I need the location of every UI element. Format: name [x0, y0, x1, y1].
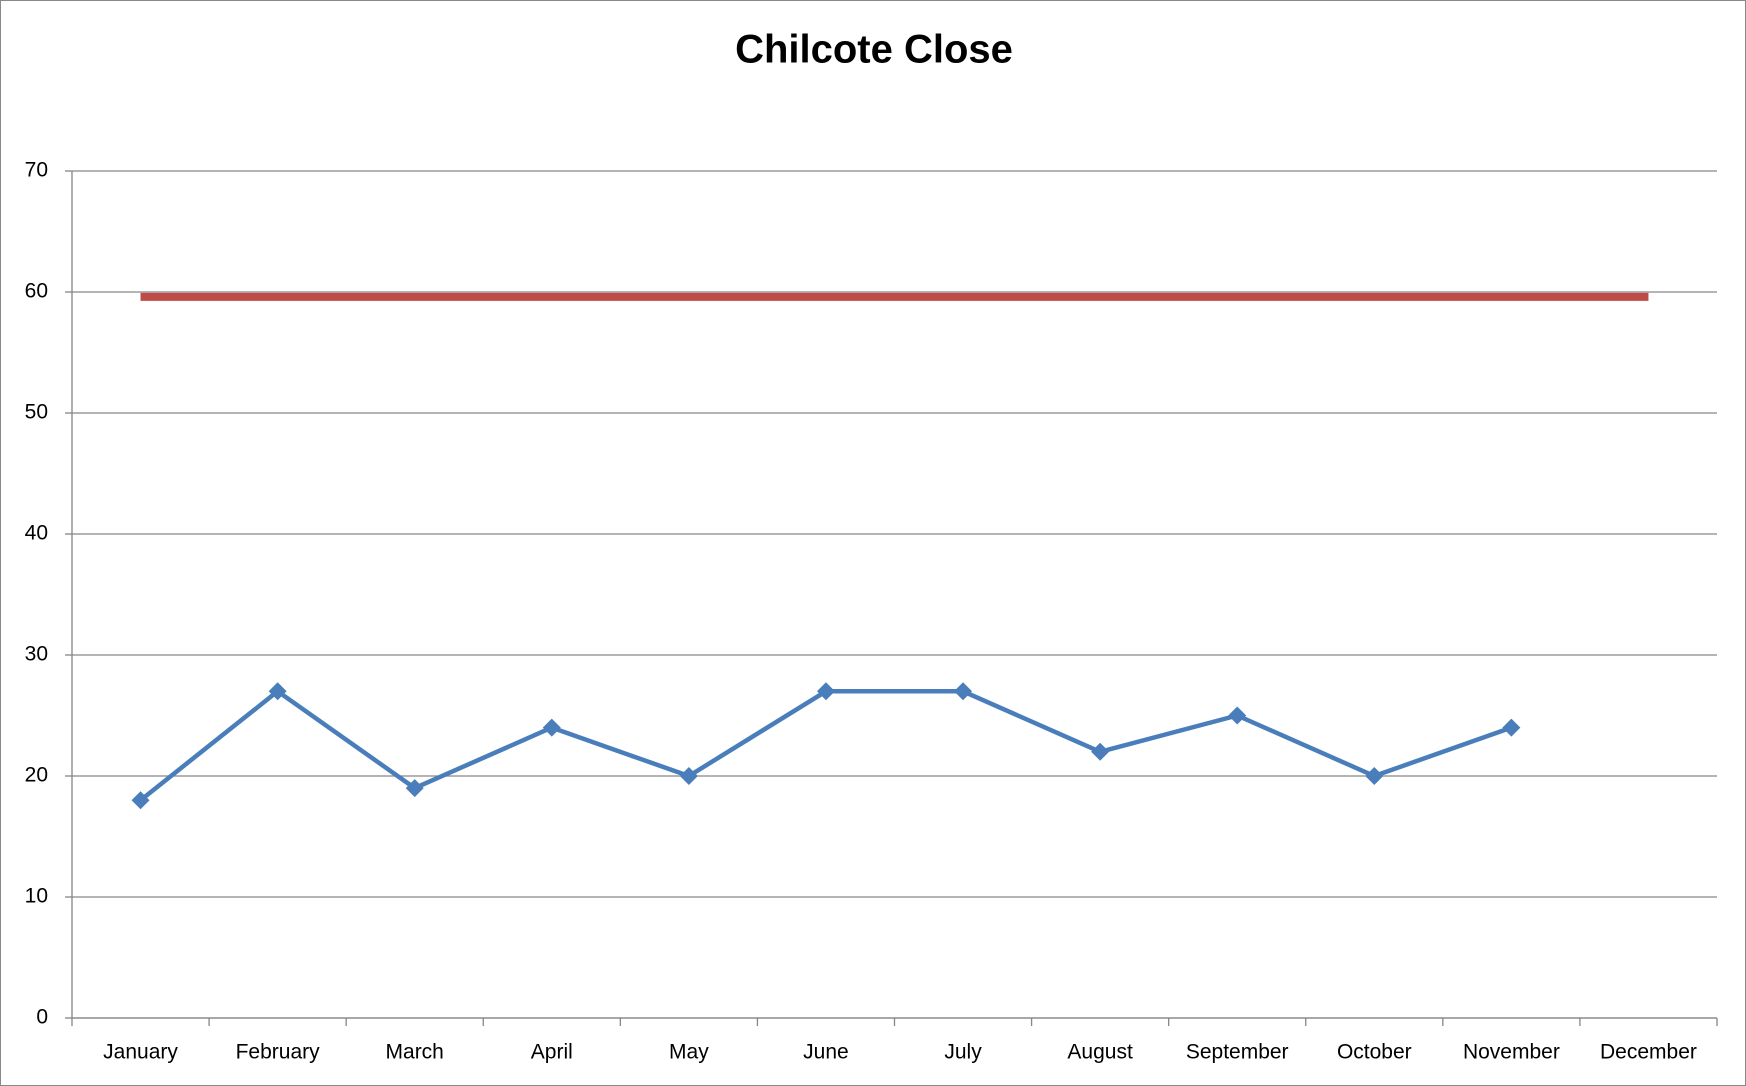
- x-tick-label: March: [386, 1041, 444, 1064]
- marker: [954, 682, 973, 701]
- x-tick-label: August: [1067, 1041, 1133, 1064]
- marker: [405, 779, 424, 798]
- chart-title: Chilcote Close: [735, 28, 1013, 72]
- y-tick-label: 40: [25, 522, 48, 545]
- x-tick-label: May: [669, 1041, 709, 1064]
- marker: [268, 682, 287, 701]
- x-tick-label: July: [944, 1041, 982, 1064]
- marker: [816, 682, 835, 701]
- x-tick-label: January: [103, 1041, 178, 1064]
- x-tick-label: February: [236, 1041, 321, 1064]
- marker: [542, 718, 561, 737]
- x-tick-label: November: [1463, 1041, 1560, 1064]
- marker: [1091, 742, 1110, 761]
- x-tick-label: June: [803, 1041, 849, 1064]
- x-tick-label: October: [1337, 1041, 1412, 1064]
- y-tick-label: 20: [25, 764, 48, 787]
- y-tick-label: 60: [25, 280, 48, 303]
- marker: [1365, 767, 1384, 785]
- y-tick-label: 0: [36, 1006, 48, 1029]
- y-tick-label: 70: [25, 159, 48, 182]
- x-tick-label: April: [531, 1041, 573, 1064]
- x-tick-label: December: [1600, 1041, 1697, 1064]
- marker: [131, 791, 150, 810]
- marker: [1502, 718, 1521, 737]
- x-tick-label: September: [1186, 1041, 1289, 1064]
- marker: [1228, 706, 1247, 725]
- y-tick-label: 30: [25, 643, 48, 666]
- y-tick-label: 10: [25, 885, 48, 908]
- marker: [679, 767, 698, 785]
- y-tick-label: 50: [25, 401, 48, 424]
